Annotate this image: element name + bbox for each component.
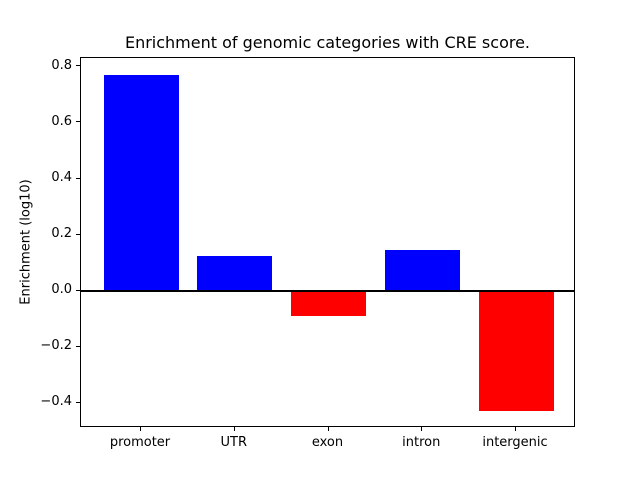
y-tick-mark: [76, 121, 80, 123]
y-tick-mark: [76, 345, 80, 347]
bar-intron: [384, 250, 460, 291]
y-tick-mark: [76, 233, 80, 235]
x-tick-label-exon: exon: [311, 435, 344, 450]
x-tick-label-UTR: UTR: [220, 435, 248, 450]
bar-exon: [291, 290, 366, 316]
zero-line: [81, 289, 574, 292]
x-tick-label-intergenic: intergenic: [482, 435, 548, 450]
y-tick-label: 0.4: [51, 170, 72, 186]
y-tick-mark: [76, 401, 80, 403]
y-tick-mark: [76, 289, 80, 291]
chart-title: Enrichment of genomic categories with CR…: [124, 33, 531, 52]
y-tick-label: −0.4: [40, 394, 72, 410]
y-tick-mark: [76, 65, 80, 67]
x-tick-mark: [327, 427, 329, 431]
y-tick-label: 0.0: [51, 282, 72, 298]
bar-promoter: [103, 74, 179, 291]
x-tick-label-intron: intron: [402, 435, 441, 450]
y-tick-label: 0.2: [51, 226, 72, 242]
bar-intergenic: [478, 290, 554, 412]
y-tick-mark: [76, 177, 80, 179]
x-tick-mark: [140, 427, 141, 431]
plot-area: [80, 57, 575, 427]
y-tick-label: 0.8: [51, 57, 72, 73]
x-tick-mark: [515, 427, 516, 431]
y-tick-label: −0.2: [40, 338, 72, 354]
bar-UTR: [197, 255, 273, 291]
x-tick-label-promoter: promoter: [109, 435, 171, 450]
x-tick-mark: [233, 427, 235, 431]
y-tick-label: 0.6: [51, 113, 72, 129]
x-tick-mark: [421, 427, 423, 431]
